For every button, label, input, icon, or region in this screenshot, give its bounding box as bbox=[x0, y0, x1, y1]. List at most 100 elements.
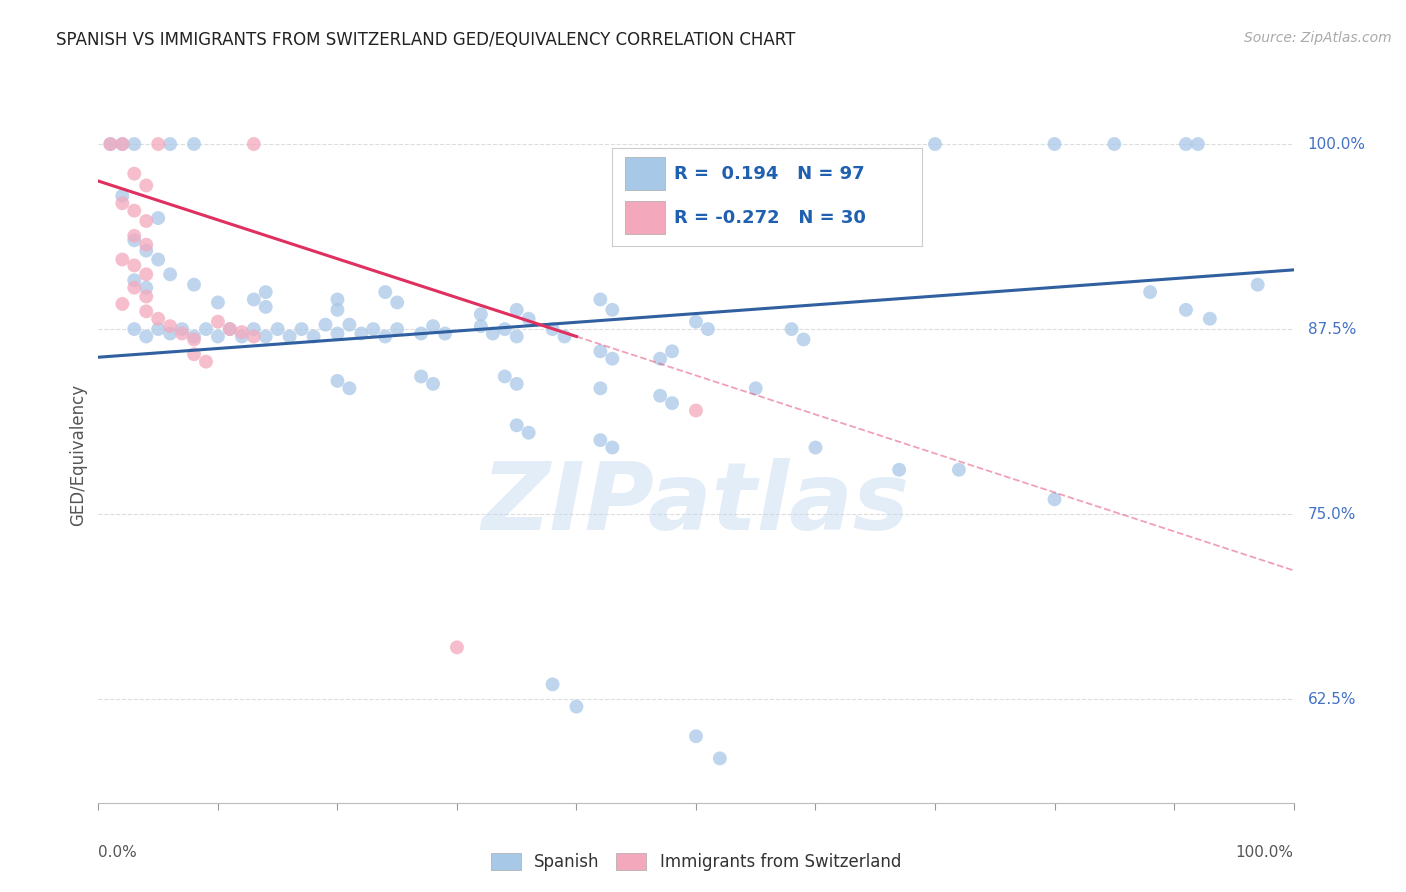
Point bbox=[148, 252, 170, 267]
Point bbox=[506, 302, 529, 317]
Text: 100.0%: 100.0% bbox=[1236, 845, 1294, 860]
Point bbox=[517, 425, 540, 440]
Point bbox=[589, 344, 612, 359]
Point bbox=[111, 136, 134, 151]
Point bbox=[589, 433, 612, 447]
Point bbox=[98, 136, 122, 151]
Point bbox=[494, 322, 516, 336]
Point bbox=[589, 293, 612, 307]
Point bbox=[554, 329, 576, 343]
Point bbox=[506, 418, 529, 433]
Point bbox=[254, 285, 277, 299]
Point bbox=[290, 322, 312, 336]
Point bbox=[1043, 136, 1066, 151]
Point bbox=[207, 329, 229, 343]
Point bbox=[481, 326, 505, 341]
Point bbox=[648, 351, 672, 366]
Point bbox=[124, 259, 146, 273]
Point bbox=[433, 326, 456, 341]
Point bbox=[135, 289, 157, 303]
Point bbox=[135, 244, 157, 258]
Point bbox=[600, 302, 623, 317]
Point bbox=[124, 136, 146, 151]
Point bbox=[326, 326, 349, 341]
Point bbox=[446, 640, 468, 655]
Point bbox=[685, 315, 707, 329]
Point bbox=[254, 300, 277, 314]
Point bbox=[278, 329, 301, 343]
Point bbox=[183, 136, 205, 151]
Point bbox=[411, 326, 433, 341]
Point bbox=[124, 167, 146, 181]
Text: 75.0%: 75.0% bbox=[1308, 507, 1355, 522]
Point bbox=[411, 369, 433, 384]
Point bbox=[326, 302, 349, 317]
Point bbox=[243, 293, 266, 307]
Point bbox=[124, 273, 146, 287]
Point bbox=[326, 374, 349, 388]
Point bbox=[194, 322, 217, 336]
Text: SPANISH VS IMMIGRANTS FROM SWITZERLAND GED/EQUIVALENCY CORRELATION CHART: SPANISH VS IMMIGRANTS FROM SWITZERLAND G… bbox=[56, 31, 796, 49]
Point bbox=[470, 319, 492, 334]
Point bbox=[231, 329, 253, 343]
Point bbox=[337, 381, 360, 395]
Point bbox=[135, 178, 157, 193]
Point bbox=[804, 441, 827, 455]
Point bbox=[135, 280, 157, 294]
Point bbox=[422, 376, 444, 391]
Point bbox=[363, 322, 385, 336]
Point bbox=[374, 329, 396, 343]
Point bbox=[517, 311, 540, 326]
Point bbox=[111, 196, 134, 211]
Point bbox=[889, 463, 911, 477]
Point bbox=[148, 211, 170, 225]
Point bbox=[302, 329, 325, 343]
Point bbox=[589, 381, 612, 395]
Point bbox=[148, 311, 170, 326]
Point bbox=[124, 203, 146, 218]
Point bbox=[1246, 277, 1268, 292]
Point bbox=[172, 322, 194, 336]
Point bbox=[254, 329, 277, 343]
Point bbox=[159, 268, 181, 282]
Point bbox=[243, 329, 266, 343]
Point bbox=[243, 322, 266, 336]
Point bbox=[1139, 285, 1161, 299]
Point bbox=[374, 285, 396, 299]
Point bbox=[470, 307, 492, 321]
Point bbox=[506, 376, 529, 391]
Point bbox=[219, 322, 242, 336]
Point bbox=[685, 729, 707, 743]
Point bbox=[135, 304, 157, 318]
Text: R =  0.194   N = 97: R = 0.194 N = 97 bbox=[675, 165, 865, 183]
Point bbox=[422, 319, 444, 334]
Point bbox=[1198, 311, 1220, 326]
Point bbox=[194, 354, 217, 368]
Point bbox=[183, 329, 205, 343]
Point bbox=[207, 295, 229, 310]
Point bbox=[780, 322, 803, 336]
Point bbox=[111, 252, 134, 267]
Point bbox=[793, 333, 815, 347]
Point bbox=[1175, 136, 1198, 151]
Point bbox=[135, 329, 157, 343]
Point bbox=[685, 403, 707, 417]
Point bbox=[124, 280, 146, 294]
FancyBboxPatch shape bbox=[624, 201, 665, 235]
Point bbox=[231, 325, 253, 339]
Point bbox=[135, 237, 157, 252]
Point bbox=[385, 295, 409, 310]
Point bbox=[183, 277, 205, 292]
Point bbox=[541, 322, 564, 336]
Point bbox=[172, 326, 194, 341]
Point bbox=[494, 369, 516, 384]
Point bbox=[661, 396, 683, 410]
Point bbox=[1102, 136, 1125, 151]
Text: Source: ZipAtlas.com: Source: ZipAtlas.com bbox=[1244, 31, 1392, 45]
Point bbox=[709, 751, 731, 765]
Point bbox=[948, 463, 970, 477]
Point bbox=[337, 318, 360, 332]
Point bbox=[124, 233, 146, 247]
Point bbox=[111, 136, 134, 151]
Point bbox=[148, 136, 170, 151]
